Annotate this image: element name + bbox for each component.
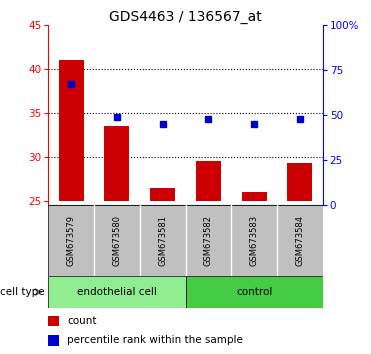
Bar xyxy=(287,163,312,201)
Bar xyxy=(48,316,59,326)
Text: cell type: cell type xyxy=(0,287,45,297)
Text: endothelial cell: endothelial cell xyxy=(77,287,157,297)
Bar xyxy=(104,126,129,201)
Text: control: control xyxy=(236,287,272,297)
Bar xyxy=(150,188,175,201)
Bar xyxy=(242,192,267,201)
Bar xyxy=(186,276,323,308)
Text: GSM673579: GSM673579 xyxy=(67,215,76,266)
Text: percentile rank within the sample: percentile rank within the sample xyxy=(68,335,243,345)
Text: GSM673582: GSM673582 xyxy=(204,215,213,266)
Bar xyxy=(196,161,221,201)
Text: GSM673584: GSM673584 xyxy=(295,215,304,266)
Bar xyxy=(48,276,186,308)
Text: count: count xyxy=(68,316,97,326)
Text: GSM673581: GSM673581 xyxy=(158,215,167,266)
Text: GSM673580: GSM673580 xyxy=(112,215,121,266)
Bar xyxy=(59,60,84,201)
Text: GSM673583: GSM673583 xyxy=(250,215,259,266)
Bar xyxy=(48,335,59,346)
Title: GDS4463 / 136567_at: GDS4463 / 136567_at xyxy=(109,10,262,24)
